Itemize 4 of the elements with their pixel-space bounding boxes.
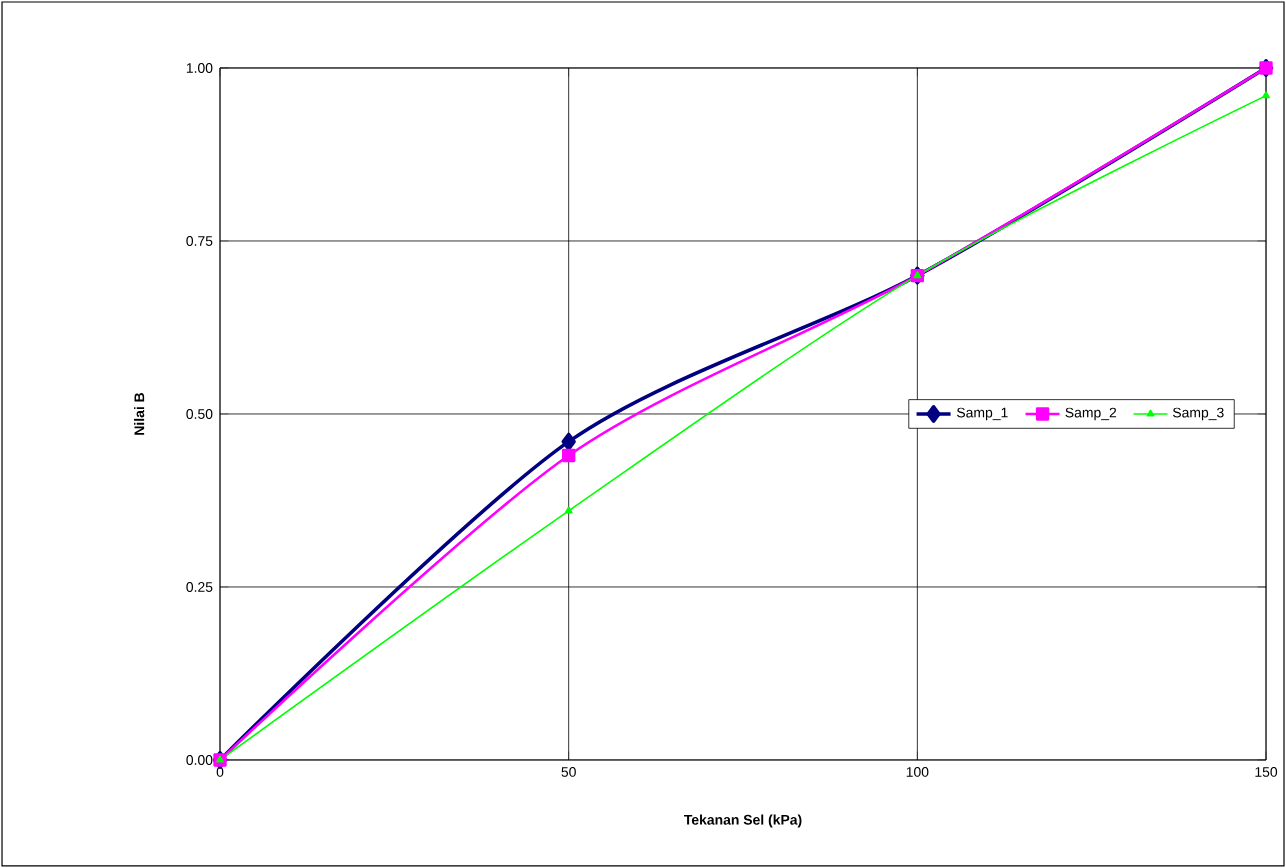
point	[564, 506, 573, 514]
point	[1262, 91, 1270, 99]
point	[561, 432, 576, 451]
point	[562, 448, 576, 463]
